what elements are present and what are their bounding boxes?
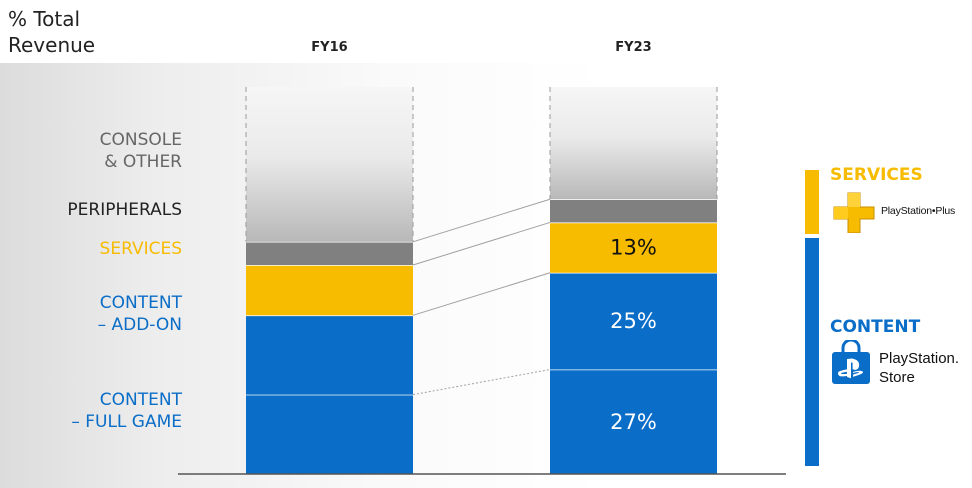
playstation-plus-text: PlayStation•Plus <box>881 205 956 217</box>
legend-services-bar <box>805 170 819 234</box>
bar-segment-fy16-2 <box>246 265 413 316</box>
category-label-content-add-on: CONTENT – ADD-ON <box>97 293 182 335</box>
connector-line-2 <box>412 221 551 266</box>
legend-content-bar <box>805 238 819 466</box>
category-label-peripherals: PERIPHERALS <box>67 200 182 220</box>
y-axis-title: % Total Revenue <box>8 7 96 57</box>
connector-line-1 <box>412 272 551 316</box>
legend-content-title: CONTENT <box>830 317 921 337</box>
bar-segment-fy16-0 <box>246 394 413 474</box>
connector-line-3 <box>412 198 551 243</box>
bar-segment-fy23-2 <box>550 222 717 273</box>
bar-segment-fy23-1 <box>550 272 717 370</box>
connector-line-0 <box>412 369 551 396</box>
playstation-plus-icon <box>833 192 875 233</box>
data-label-fy23-0: 27% <box>610 410 657 434</box>
legend-services-title: SERVICES <box>830 165 923 185</box>
bar-segment-fy16-1 <box>246 315 413 395</box>
column-label-fy16: FY16 <box>311 40 347 55</box>
bar-segment-fy23-4 <box>550 87 717 200</box>
data-label-fy23-1: 25% <box>610 309 657 333</box>
playstation-store-text: PlayStation. Store <box>879 350 960 386</box>
bar-segment-fy23-3 <box>550 199 717 223</box>
bar-segment-fy16-3 <box>246 241 413 266</box>
category-label-content-full-game: CONTENT – FULL GAME <box>71 390 182 432</box>
category-label-services: SERVICES <box>99 239 182 259</box>
column-label-fy23: FY23 <box>615 40 651 55</box>
bar-segment-fy16-4 <box>246 87 413 242</box>
category-label-console-other: CONSOLE & OTHER <box>99 130 182 172</box>
data-label-fy23-2: 13% <box>610 236 657 260</box>
playstation-store-icon <box>832 340 870 384</box>
bar-segment-fy23-0 <box>550 369 717 474</box>
